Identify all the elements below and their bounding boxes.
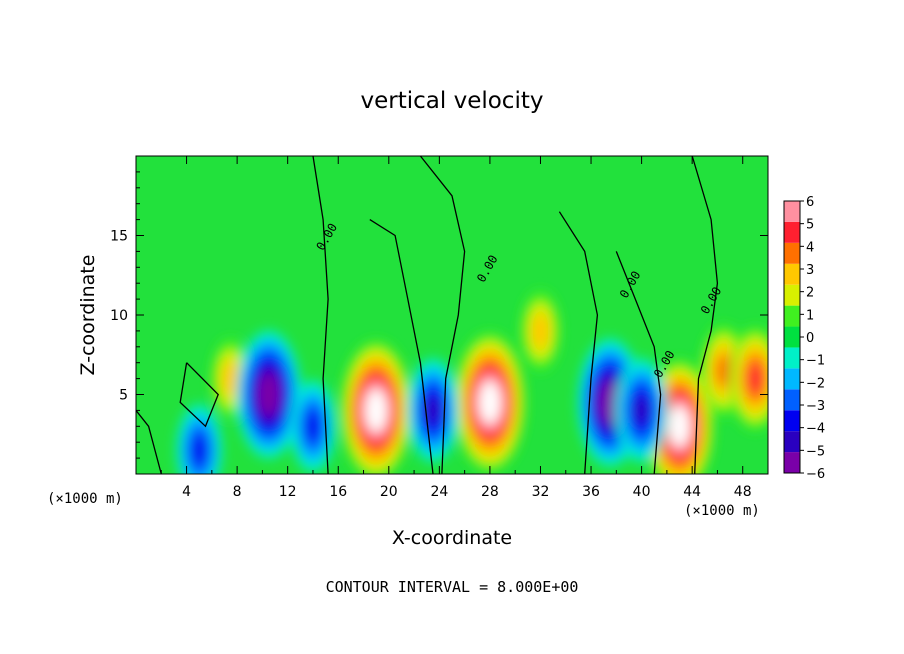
colorbar-swatch (784, 305, 800, 327)
velocity-cell (729, 326, 768, 431)
colorbar-tick-label: 2 (806, 286, 814, 301)
colorbar-tick-label: 3 (806, 263, 814, 278)
colorbar-tick-label: −6 (806, 467, 825, 482)
x-tick-label: 40 (633, 484, 651, 500)
x-tick-label: 20 (380, 484, 398, 500)
velocity-cell (615, 358, 668, 463)
zero-contour-line (179, 362, 219, 428)
x-tick-label: 16 (329, 484, 347, 500)
colorbar-tick-label: −2 (806, 376, 825, 391)
zero-contour-line (558, 211, 599, 474)
colorbar-tick-label: 6 (806, 195, 814, 210)
zero-contour-line (691, 156, 719, 474)
colorbar-swatch (784, 410, 800, 432)
x-tick-label: 36 (582, 484, 600, 500)
x-tick-label: 8 (233, 484, 242, 500)
colorbar-swatch (784, 242, 800, 264)
velocity-cell (407, 358, 460, 463)
x-tick-label: 32 (532, 484, 550, 500)
zero-contour-line (419, 156, 466, 474)
y-tick-label: 10 (110, 308, 128, 324)
colorbar-swatch (784, 221, 800, 243)
zero-contour-line (312, 156, 329, 474)
colorbar-swatch (784, 389, 800, 411)
x-tick-label: 28 (481, 484, 499, 500)
colorbar-swatch (784, 347, 800, 369)
colorbar-tick-label: 5 (806, 218, 814, 233)
velocity-cell (340, 340, 412, 474)
y-axis-label: Z-coordinate (77, 254, 99, 376)
colorbar-swatch (784, 431, 800, 453)
zero-contour-line (369, 219, 434, 474)
velocity-field (136, 156, 768, 474)
colorbar-tick-label: −5 (806, 444, 825, 459)
colorbar-tick-label: 0 (806, 331, 814, 346)
velocity-cell (236, 330, 302, 459)
colorbar-swatch (784, 326, 800, 348)
x-tick-label: 12 (279, 484, 297, 500)
colorbar-swatch (784, 452, 800, 473)
x-tick-label: 48 (734, 484, 752, 500)
x-tick-label: 24 (430, 484, 448, 500)
chart-title: vertical velocity (360, 88, 544, 114)
colorbar-tick-label: −3 (806, 399, 825, 414)
zero-contour-line (136, 409, 162, 474)
velocity-cell (290, 380, 336, 473)
colorbar-tick-label: 1 (806, 308, 814, 323)
contour-interval-note: CONTOUR INTERVAL = 8.000E+00 (325, 578, 579, 596)
colorbar-tick-label: −4 (806, 422, 825, 437)
x-unit-label-left: (×1000 m) (47, 491, 123, 507)
colorbar-tick-label: 4 (806, 240, 814, 255)
velocity-cell (176, 404, 222, 474)
velocity-cell (520, 290, 561, 371)
y-tick-label: 5 (119, 388, 128, 404)
x-unit-label-right: (×1000 m) (684, 503, 760, 519)
velocity-cell (454, 332, 526, 473)
zero-contour-line (615, 251, 662, 474)
colorbar-swatch (784, 263, 800, 285)
velocity-cell (645, 359, 714, 474)
colorbar-swatch (784, 368, 800, 390)
x-axis-label: X-coordinate (391, 527, 513, 549)
colorbar: 6 5 4 3 2 1 0 −1 −2 −3 −4 −5 −6 (783, 195, 825, 482)
colorbar-swatch (784, 284, 800, 306)
x-tick-label: 4 (182, 484, 191, 500)
x-tick-label: 44 (683, 484, 701, 500)
y-tick-label: 15 (110, 229, 128, 245)
colorbar-swatch (784, 201, 800, 222)
colorbar-tick-label: −1 (806, 354, 825, 369)
